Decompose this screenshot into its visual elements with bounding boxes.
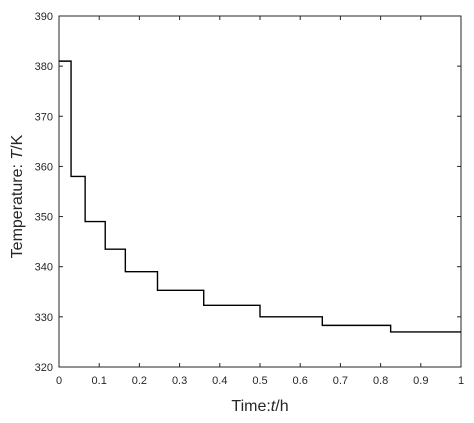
x-tick-label: 0.6: [293, 375, 308, 387]
y-tick-label: 350: [35, 212, 53, 224]
y-tick-label: 390: [35, 11, 53, 23]
y-tick-label: 330: [35, 312, 53, 324]
x-axis-label-var: t: [271, 398, 276, 415]
y-axis-label: Temperature: T/K: [9, 134, 26, 258]
series-line-group: [59, 60, 461, 333]
y-tick-label: 340: [35, 262, 53, 274]
x-tick-label: 0.2: [132, 375, 147, 387]
x-axis-label-prefix: Time:: [231, 398, 270, 415]
x-tick-label: 0.4: [212, 375, 227, 387]
x-axis-label: Time:t/h: [231, 398, 288, 415]
x-tick-label: 0.9: [413, 375, 428, 387]
x-tick-label: 0.8: [373, 375, 388, 387]
y-axis-label-unit: /K: [9, 134, 26, 149]
y-axis-label-var: T: [9, 149, 26, 160]
temperature-step-line: [59, 60, 461, 333]
y-tick-label: 360: [35, 161, 53, 173]
x-axis-label-unit: /h: [275, 398, 288, 415]
x-tick-label: 0: [56, 375, 62, 387]
x-axis-ticks: 0 0.1 0.2 0.3 0.4 0.5 0.6 0.7 0.8 0.9 1: [56, 16, 464, 387]
y-tick-label: 320: [35, 362, 53, 374]
y-tick-label: 380: [35, 61, 53, 73]
x-tick-label: 0.1: [92, 375, 107, 387]
x-tick-label: 0.7: [333, 375, 348, 387]
y-tick-label: 370: [35, 111, 53, 123]
x-tick-label: 0.5: [252, 375, 267, 387]
x-tick-label: 1: [458, 375, 464, 387]
y-axis-ticks: 320 330 340 350 360 370 380 390: [35, 11, 461, 374]
x-tick-label: 0.3: [172, 375, 187, 387]
y-axis-label-prefix: Temperature:: [9, 160, 26, 259]
